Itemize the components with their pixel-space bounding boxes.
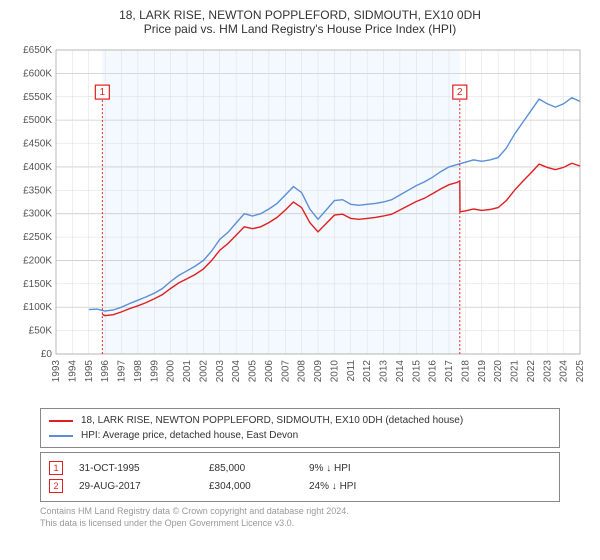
x-tick-label: 2006: [264, 360, 275, 383]
marker-table-price: £85,000: [209, 463, 309, 474]
y-tick-label: £150K: [23, 279, 52, 290]
x-tick-label: 1996: [100, 360, 111, 383]
x-tick-label: 1995: [84, 360, 95, 383]
x-tick-label: 2004: [231, 360, 242, 383]
footer-line-2: This data is licensed under the Open Gov…: [40, 518, 584, 530]
x-tick-label: 2018: [460, 360, 471, 383]
x-tick-label: 2025: [575, 360, 586, 383]
y-tick-label: £100K: [23, 302, 52, 313]
x-tick-label: 1999: [149, 360, 160, 383]
title-block: 18, LARK RISE, NEWTON POPPLEFORD, SIDMOU…: [12, 8, 588, 36]
x-tick-label: 2010: [329, 360, 340, 383]
marker-number: 1: [100, 87, 106, 98]
x-tick-label: 2003: [215, 360, 226, 383]
x-tick-label: 2012: [362, 360, 373, 383]
x-tick-label: 1998: [133, 360, 144, 383]
y-tick-label: £500K: [23, 115, 52, 126]
footer-note: Contains HM Land Registry data © Crown c…: [40, 506, 584, 529]
x-tick-label: 2016: [428, 360, 439, 383]
marker-number: 2: [457, 87, 463, 98]
x-tick-label: 2000: [166, 360, 177, 383]
legend-swatch: [49, 435, 73, 437]
chart: £0 £50K £100K £150K £200K £250K £300K £350K £400…: [12, 42, 588, 402]
x-tick-label: 2024: [559, 360, 570, 383]
marker-table-delta: 24% ↓ HPI: [309, 481, 551, 492]
x-tick-label: 2009: [313, 360, 324, 383]
x-tick-label: 2020: [493, 360, 504, 383]
y-tick-label: £350K: [23, 185, 52, 196]
x-tick-label: 2011: [346, 360, 357, 382]
x-tick-label: 2001: [182, 360, 193, 383]
x-tick-label: 2014: [395, 360, 406, 383]
legend: 18, LARK RISE, NEWTON POPPLEFORD, SIDMOU…: [40, 408, 560, 448]
x-tick-label: 2015: [411, 360, 422, 383]
y-tick-label: £300K: [23, 209, 52, 220]
x-tick-label: 2007: [280, 360, 291, 383]
marker-table-box: 1: [49, 461, 63, 475]
legend-row: 18, LARK RISE, NEWTON POPPLEFORD, SIDMOU…: [49, 413, 551, 428]
y-tick-label: £600K: [23, 68, 52, 79]
chart-svg: £0 £50K £100K £150K £200K £250K £300K £350K £400…: [12, 42, 588, 402]
legend-label: HPI: Average price, detached house, East…: [81, 428, 298, 443]
y-tick-label: £250K: [23, 232, 52, 243]
y-tick-label: £450K: [23, 139, 52, 150]
x-tick-label: 2013: [379, 360, 390, 383]
x-tick-label: 2002: [198, 360, 209, 383]
y-tick-label: £0: [41, 349, 53, 360]
legend-label: 18, LARK RISE, NEWTON POPPLEFORD, SIDMOU…: [81, 413, 463, 428]
legend-swatch: [49, 420, 73, 422]
x-tick-label: 2019: [477, 360, 488, 383]
y-tick-label: £50K: [29, 326, 53, 337]
title-line-2: Price paid vs. HM Land Registry's House …: [12, 22, 588, 36]
marker-table-price: £304,000: [209, 481, 309, 492]
marker-table-row: 1 31-OCT-1995£85,0009% ↓ HPI: [49, 459, 551, 477]
marker-table: 1 31-OCT-1995£85,0009% ↓ HPI 2 29-AUG-2017£…: [40, 452, 560, 502]
y-tick-label: £550K: [23, 92, 52, 103]
x-tick-label: 2021: [510, 360, 521, 383]
x-tick-label: 1993: [51, 360, 62, 383]
chart-container: 18, LARK RISE, NEWTON POPPLEFORD, SIDMOU…: [0, 0, 600, 533]
marker-table-delta: 9% ↓ HPI: [309, 463, 551, 474]
y-tick-label: £400K: [23, 162, 52, 173]
footer-line-1: Contains HM Land Registry data © Crown c…: [40, 506, 584, 518]
marker-table-date: 29-AUG-2017: [79, 481, 209, 492]
x-tick-label: 2008: [297, 360, 308, 383]
marker-table-row: 2 29-AUG-2017£304,00024% ↓ HPI: [49, 477, 551, 495]
shaded-band: [102, 50, 459, 354]
x-tick-label: 2023: [542, 360, 553, 383]
title-line-1: 18, LARK RISE, NEWTON POPPLEFORD, SIDMOU…: [12, 8, 588, 22]
x-tick-label: 1994: [67, 360, 78, 383]
marker-table-date: 31-OCT-1995: [79, 463, 209, 474]
marker-table-box: 2: [49, 479, 63, 493]
x-tick-label: 2022: [526, 360, 537, 383]
x-tick-label: 2005: [248, 360, 259, 383]
legend-row: HPI: Average price, detached house, East…: [49, 428, 551, 443]
x-tick-label: 1997: [117, 360, 128, 383]
y-tick-label: £200K: [23, 255, 52, 266]
y-tick-label: £650K: [23, 45, 52, 56]
x-tick-label: 2017: [444, 360, 455, 383]
